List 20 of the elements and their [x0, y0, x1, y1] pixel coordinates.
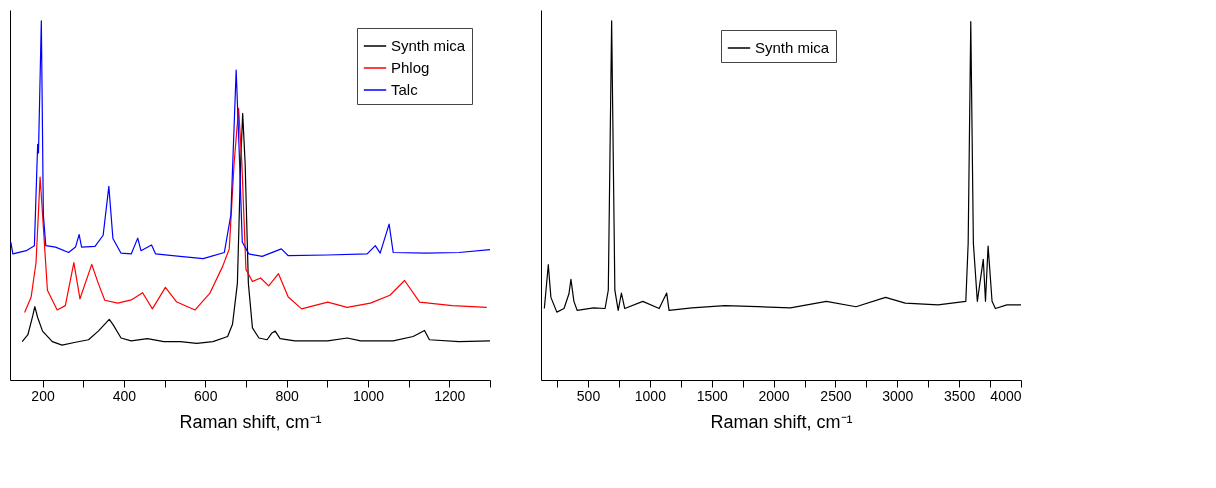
x-tick-label: 1000 [352, 387, 385, 404]
legend-label: Phlog [391, 59, 430, 76]
x-tick-label: 800 [275, 387, 299, 404]
legend-label: Synth mica [755, 39, 830, 56]
legend-label: Synth mica [391, 37, 466, 54]
x-tick-label: 3000 [882, 387, 914, 404]
x-tick-label: 200 [31, 387, 55, 404]
x-tick-label: 500 [576, 387, 601, 404]
x-tick-label: 2500 [820, 387, 852, 404]
x-tick-label: 1000 [634, 387, 667, 404]
x-axis-title: Raman shift, cm⁻¹ [710, 411, 853, 432]
x-tick-label: 1500 [696, 387, 728, 404]
x-tick-label: 600 [194, 387, 218, 404]
x-tick-label: 3500 [944, 387, 976, 404]
x-axis-title: Raman shift, cm⁻¹ [179, 411, 322, 432]
legend-label: Talc [391, 81, 419, 98]
x-tick-label: 2000 [758, 387, 790, 404]
x-tick-label: 4000 [990, 387, 1022, 404]
x-tick-label: 1200 [434, 387, 466, 404]
x-tick-label: 400 [112, 387, 137, 404]
